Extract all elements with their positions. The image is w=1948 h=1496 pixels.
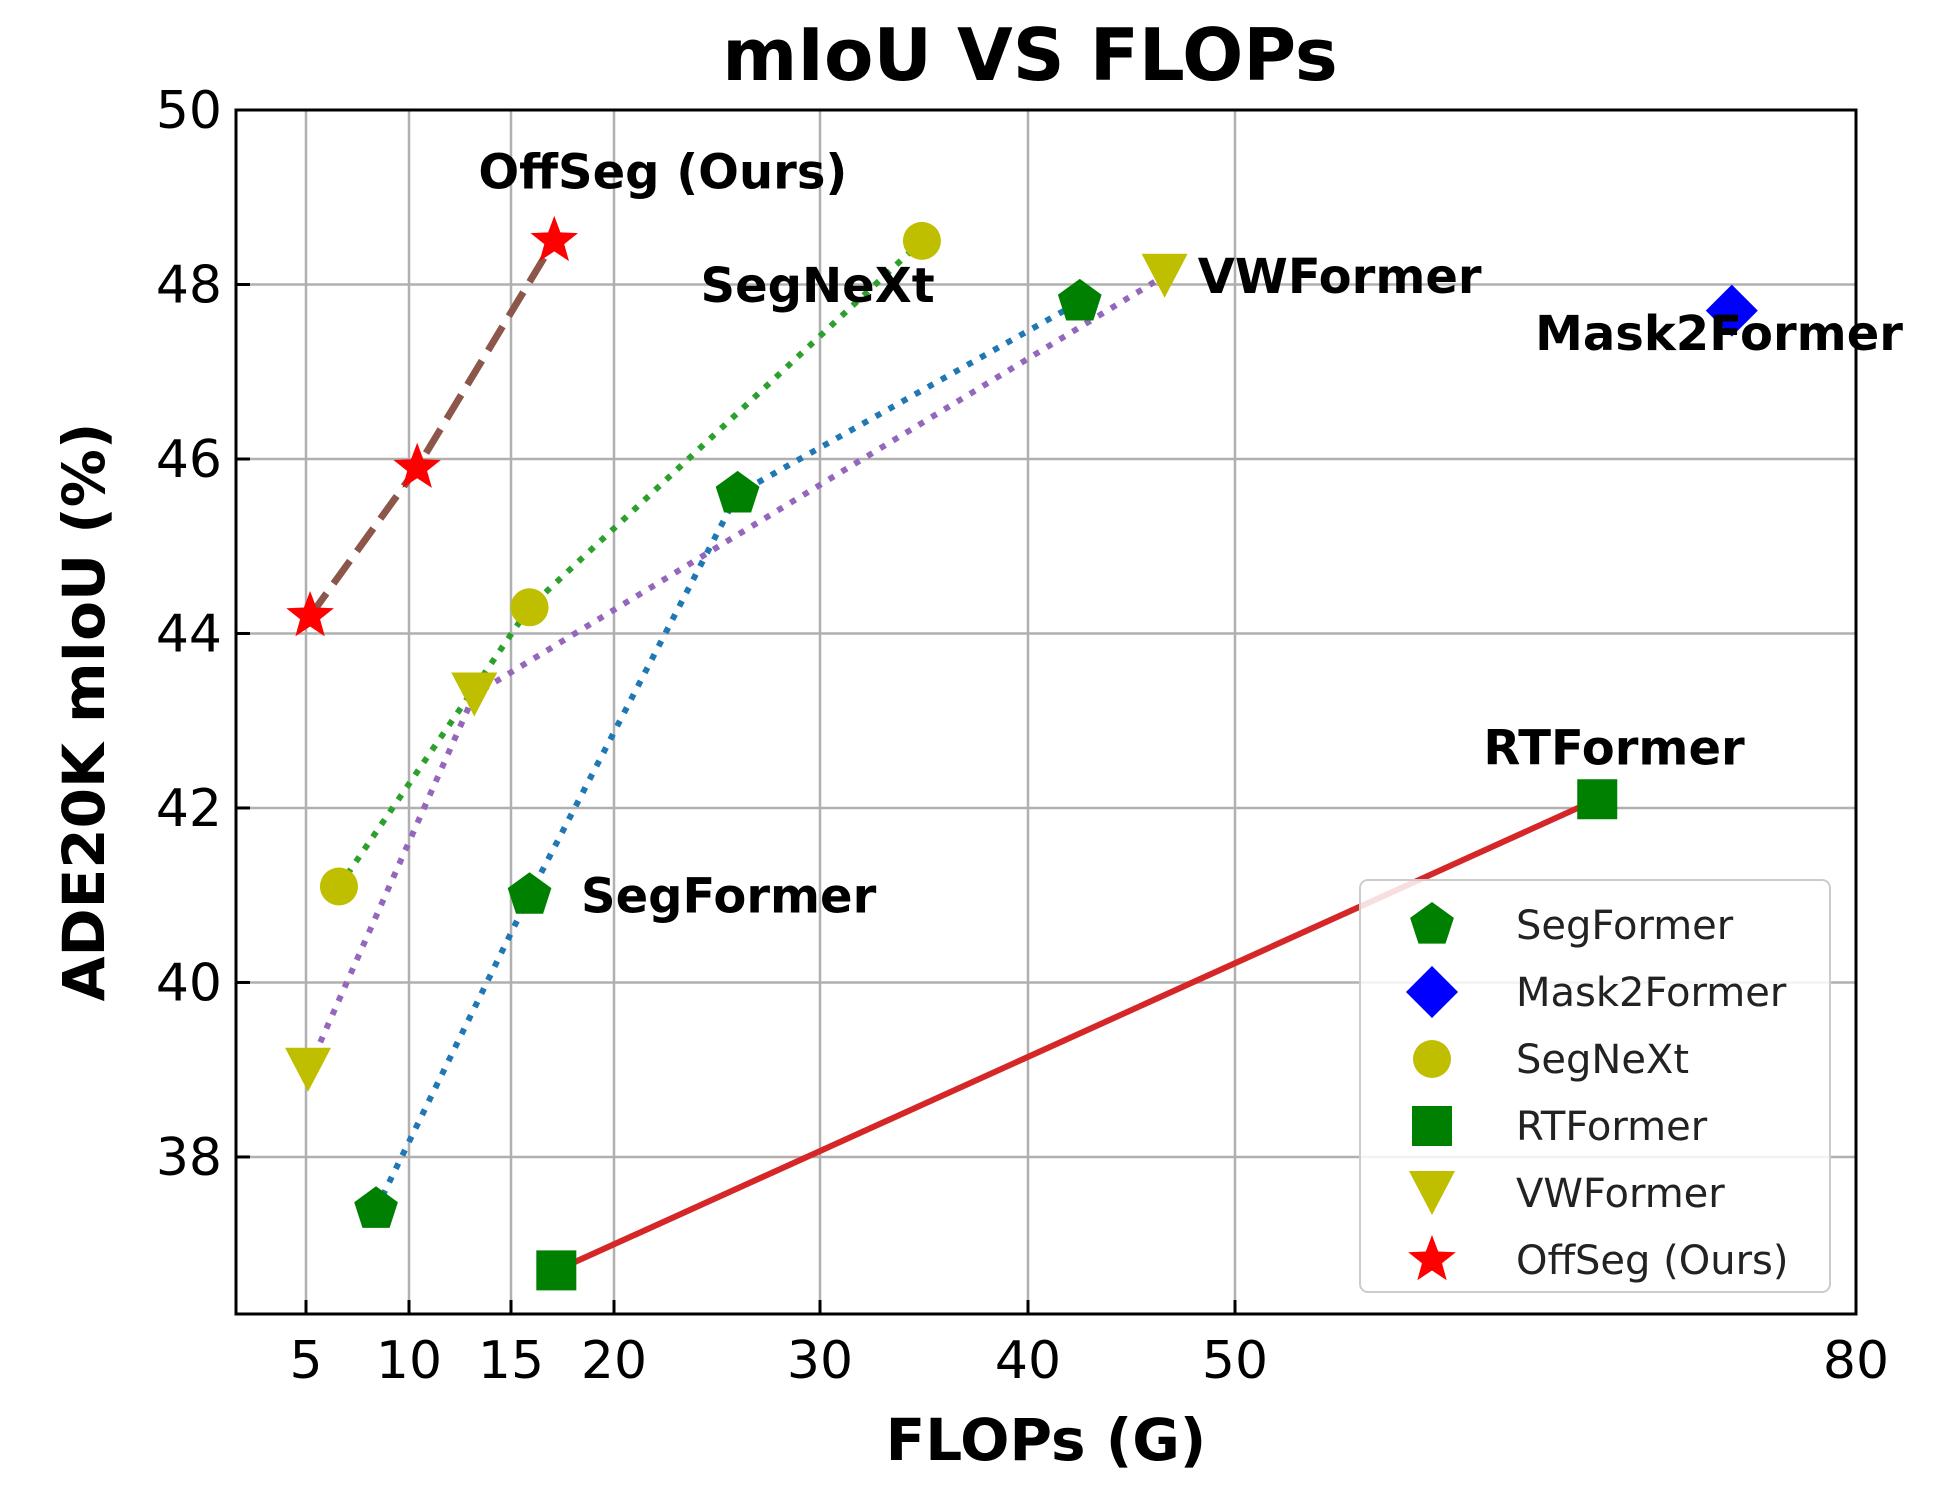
point-annotation: SegNeXt	[701, 258, 935, 314]
x-tick-label: 15	[478, 1331, 544, 1391]
y-tick-label: 42	[156, 779, 222, 839]
y-tick-label: 46	[156, 430, 222, 490]
legend-label: SegNeXt	[1516, 1037, 1689, 1083]
data-point	[319, 867, 358, 906]
legend-label: VWFormer	[1516, 1171, 1725, 1217]
point-annotation: SegFormer	[581, 869, 877, 925]
data-point	[510, 588, 549, 627]
point-annotation: Mask2Former	[1535, 306, 1903, 362]
x-tick-label: 30	[787, 1331, 853, 1391]
legend-marker	[1413, 1040, 1451, 1078]
y-tick-label: 38	[156, 1128, 222, 1188]
legend-label: OffSeg (Ours)	[1516, 1238, 1788, 1284]
legend-label: SegFormer	[1516, 903, 1734, 949]
plot-frame	[234, 108, 1858, 1316]
y-axis-label: ADE20K mIoU (%)	[50, 423, 118, 1002]
x-tick-label: 20	[581, 1331, 647, 1391]
data-point	[451, 672, 498, 717]
point-annotation: OffSeg (Ours)	[478, 145, 847, 201]
series-line	[555, 796, 1599, 1274]
legend-marker	[1409, 1171, 1455, 1215]
legend-marker	[1406, 966, 1458, 1018]
data-point	[1705, 284, 1758, 337]
legend: SegFormer Mask2Former SegNeXt RTFormer VWFor…	[1359, 879, 1831, 1293]
data-point	[1141, 253, 1188, 298]
axis-ticks: 5 10 15 20 30 40 50 80 38 40 42 44 46 48 50	[156, 81, 1889, 1391]
legend-marker	[1412, 1106, 1452, 1146]
point-annotation: RTFormer	[1483, 720, 1745, 776]
legend-box	[1359, 879, 1831, 1293]
data-point	[285, 1047, 332, 1092]
y-tick-label: 48	[156, 255, 222, 315]
series-line	[336, 238, 924, 889]
y-tick-label: 40	[156, 953, 222, 1013]
data-point	[507, 872, 552, 914]
point-annotations: OffSeg (Ours) SegNeXt VWFormer Mask2Former S…	[478, 145, 1903, 925]
x-tick-label: 5	[289, 1331, 322, 1391]
x-tick-label: 40	[995, 1331, 1061, 1391]
series-line	[305, 273, 1167, 1071]
data-point	[1057, 278, 1102, 321]
data-point	[1577, 779, 1618, 820]
x-tick-label: 50	[1202, 1331, 1268, 1391]
y-tick-label: 50	[156, 81, 222, 141]
series-markers	[285, 215, 1758, 1291]
y-tick-label: 44	[156, 604, 222, 664]
data-point	[715, 470, 760, 513]
data-point	[393, 442, 441, 488]
legend-marker	[1408, 1235, 1456, 1281]
legend-label: RTFormer	[1516, 1104, 1708, 1150]
legend-marker	[1410, 902, 1454, 944]
grid-lines	[236, 108, 1858, 1314]
x-tick-label: 10	[376, 1331, 442, 1391]
data-point	[902, 221, 941, 260]
legend-label: Mask2Former	[1516, 970, 1787, 1016]
point-annotation: VWFormer	[1198, 249, 1482, 305]
series-line	[373, 299, 1082, 1211]
data-point	[536, 1250, 577, 1291]
chart-title: mIoU VS FLOPs	[722, 13, 1338, 97]
data-point	[354, 1186, 398, 1228]
x-axis-label: FLOPs (G)	[886, 1406, 1207, 1474]
series-line	[307, 239, 558, 619]
data-point	[286, 591, 334, 637]
x-tick-label: 80	[1823, 1331, 1889, 1391]
data-point	[530, 215, 578, 262]
